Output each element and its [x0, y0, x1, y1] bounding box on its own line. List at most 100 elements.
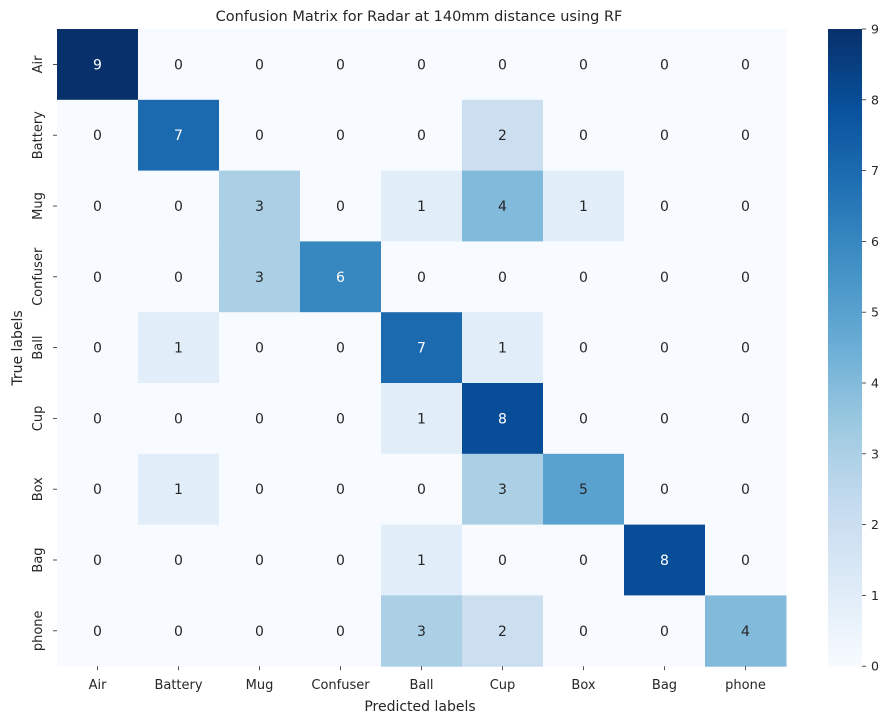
cell-value-label: 0 — [93, 411, 102, 427]
y-tick-label: Ball — [31, 336, 46, 360]
heatmap-cell — [300, 524, 382, 596]
cell-value-label: 0 — [417, 57, 426, 73]
heatmap-cell — [624, 170, 706, 242]
heatmap-cell — [219, 524, 301, 596]
heatmap-cell — [219, 453, 301, 526]
colorbar-tick-label: 5 — [871, 305, 879, 320]
heatmap-cell — [381, 524, 463, 596]
cell-value-label: 0 — [741, 128, 750, 144]
x-tick-label: Cup — [490, 678, 516, 693]
heatmap-cell — [300, 29, 382, 101]
cell-value-label: 0 — [498, 57, 507, 73]
heatmap-cell — [57, 99, 139, 172]
heatmap-cell — [381, 29, 463, 101]
cell-value-label: 0 — [93, 341, 102, 357]
heatmap-cell — [57, 170, 139, 242]
colorbar-tick-label: 2 — [871, 517, 879, 532]
heatmap-cell — [381, 241, 463, 313]
x-tick-label: Battery — [154, 678, 202, 693]
heatmap-cell — [543, 595, 625, 667]
cell-value-label: 8 — [660, 553, 669, 569]
cell-value-label: 0 — [93, 199, 102, 215]
heatmap-cell — [381, 99, 463, 172]
cell-value-label: 0 — [579, 553, 588, 569]
cell-value-label: 0 — [579, 341, 588, 357]
heatmap-cell — [219, 170, 301, 242]
x-tick-label: Confuser — [311, 678, 370, 693]
cell-value-label: 0 — [498, 553, 507, 569]
colorbar-tick-label: 7 — [871, 163, 879, 178]
colorbar-ticks: 0 1 2 3 4 5 6 7 8 9 — [862, 22, 879, 674]
heatmap-cell — [138, 524, 220, 596]
heatmap-cell — [624, 524, 706, 596]
colorbar-tick-label: 8 — [871, 92, 879, 107]
heatmap-cell — [543, 453, 625, 526]
cell-value-label: 0 — [174, 411, 183, 427]
x-tick-label: Bag — [652, 678, 677, 693]
heatmap-cell — [705, 383, 787, 455]
heatmap-cell — [543, 170, 625, 242]
cell-value-label: 9 — [93, 57, 102, 73]
heatmap-cell — [300, 99, 382, 172]
heatmap-cell — [462, 241, 544, 313]
heatmap-cell — [624, 241, 706, 313]
cell-value-label: 0 — [417, 482, 426, 498]
heatmap-cell — [219, 312, 301, 384]
colorbar-tick-label: 3 — [871, 446, 879, 461]
heatmap-cell — [624, 595, 706, 667]
cell-value-label: 3 — [255, 270, 264, 286]
heatmap-cell — [138, 241, 220, 313]
y-tick-label: Battery — [31, 111, 46, 159]
colorbar-tick-label: 0 — [871, 659, 879, 674]
heatmap-cell — [543, 241, 625, 313]
cell-value-label: 1 — [417, 553, 426, 569]
cell-value-label: 0 — [660, 128, 669, 144]
heatmap-cell — [57, 383, 139, 455]
heatmap-cell — [462, 29, 544, 101]
colorbar-tick-label: 4 — [871, 376, 879, 391]
heatmap-cell — [462, 383, 544, 455]
cell-value-label: 2 — [498, 128, 507, 144]
heatmap-cell — [138, 170, 220, 242]
heatmap-cell — [624, 29, 706, 101]
cell-value-label: 0 — [255, 128, 264, 144]
heatmap-cell — [219, 383, 301, 455]
chart-title: Confusion Matrix for Radar at 140mm dist… — [216, 9, 623, 25]
heatmap-cell — [462, 99, 544, 172]
cell-value-label: 0 — [660, 199, 669, 215]
cell-value-label: 7 — [417, 341, 426, 357]
heatmap-cell — [300, 383, 382, 455]
cell-value-label: 0 — [417, 270, 426, 286]
cell-value-label: 2 — [498, 624, 507, 640]
cell-value-label: 0 — [660, 57, 669, 73]
cell-value-label: 0 — [255, 341, 264, 357]
heatmap-cell — [381, 170, 463, 242]
heatmap-cell — [705, 170, 787, 242]
cell-value-label: 7 — [174, 128, 183, 144]
colorbar-tick-label: 9 — [871, 22, 879, 37]
cell-value-label: 1 — [498, 341, 507, 357]
heatmap-cell — [705, 29, 787, 101]
cell-value-label: 0 — [336, 128, 345, 144]
heatmap-cell — [624, 99, 706, 172]
cell-value-label: 3 — [255, 199, 264, 215]
cell-value-label: 0 — [741, 270, 750, 286]
heatmap-cell — [705, 524, 787, 596]
cell-value-label: 0 — [255, 482, 264, 498]
heatmap-cell — [381, 383, 463, 455]
heatmap-cell — [543, 383, 625, 455]
cell-value-label: 4 — [741, 624, 750, 640]
cell-value-label: 3 — [417, 624, 426, 640]
heatmap-cell — [300, 312, 382, 384]
cell-value-label: 4 — [498, 199, 507, 215]
heatmap-cell — [57, 524, 139, 596]
heatmap-cell — [300, 453, 382, 526]
heatmap-cell — [543, 524, 625, 596]
cell-value-label: 0 — [174, 270, 183, 286]
heatmap-cell — [300, 595, 382, 667]
cell-value-label: 0 — [336, 624, 345, 640]
heatmap-cell — [624, 453, 706, 526]
heatmap-cell — [219, 29, 301, 101]
heatmap-cell — [57, 595, 139, 667]
cell-value-label: 0 — [255, 553, 264, 569]
